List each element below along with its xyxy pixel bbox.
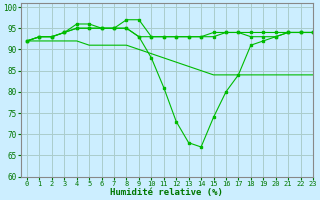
X-axis label: Humidité relative (%): Humidité relative (%): [110, 188, 223, 197]
